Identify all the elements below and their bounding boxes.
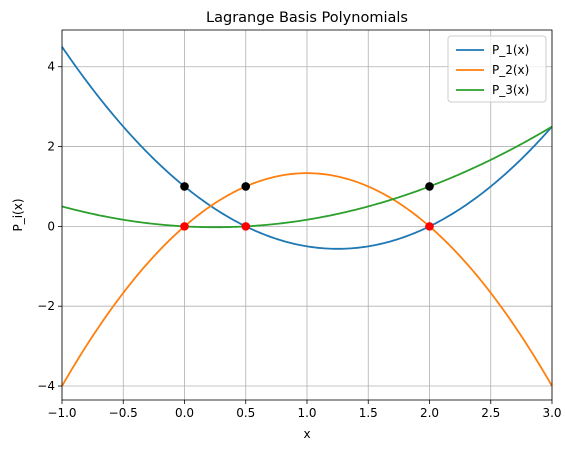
y-axis-label: P_i(x): [11, 198, 25, 231]
series-line: [61, 46, 553, 250]
x-tick-label: 2.0: [420, 406, 439, 420]
y-tick-label: 2: [47, 140, 55, 154]
series-lines: [61, 46, 553, 387]
y-tick-label: −4: [37, 379, 55, 393]
legend-label: P_3(x): [492, 83, 529, 97]
node-marker: [241, 222, 251, 231]
x-tick-label: −1.0: [47, 406, 76, 420]
node-marker: [180, 222, 189, 231]
x-tick-label: 3.0: [542, 406, 561, 420]
chart-title: Lagrange Basis Polynomials: [206, 10, 408, 26]
node-markers: [180, 182, 434, 231]
x-ticks: −1.0 −0.5 0.0 0.5 1.0 1.5 2.0 2.5 3.0: [47, 400, 562, 420]
node-marker: [425, 222, 434, 231]
node-marker: [180, 182, 189, 191]
x-tick-label: 0.0: [175, 406, 194, 420]
x-tick-label: 1.0: [297, 406, 316, 420]
node-marker: [425, 182, 434, 191]
legend-label: P_2(x): [492, 63, 529, 77]
x-tick-label: −0.5: [109, 406, 138, 420]
legend: P_1(x) P_2(x) P_3(x): [447, 35, 547, 103]
x-tick-label: 1.5: [359, 406, 378, 420]
y-tick-label: 4: [47, 60, 55, 74]
y-tick-label: −2: [37, 299, 55, 313]
series-line: [61, 125, 553, 229]
y-tick-label: 0: [47, 219, 55, 233]
legend-label: P_1(x): [492, 43, 529, 57]
node-marker: [241, 182, 251, 191]
x-tick-label: 2.5: [481, 406, 500, 420]
legend-box: [447, 35, 547, 103]
series-line: [61, 172, 553, 387]
x-tick-label: 0.5: [236, 406, 255, 420]
x-axis-label: x: [303, 427, 310, 441]
y-ticks: −4 −2 0 2 4: [37, 60, 62, 393]
